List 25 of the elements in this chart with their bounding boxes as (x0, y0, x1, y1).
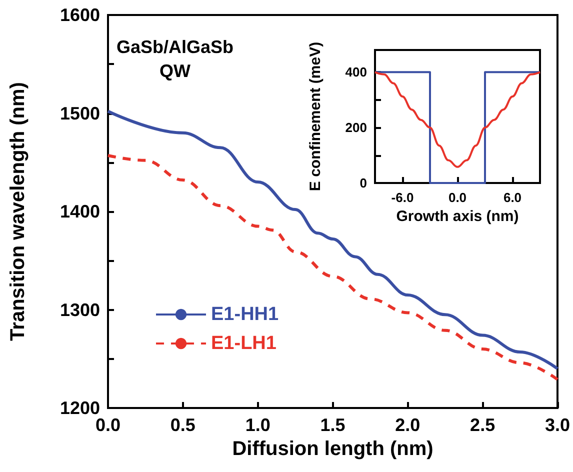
x-tick-label: -6.0 (391, 190, 414, 205)
x-tick-label: 2.0 (395, 415, 420, 435)
x-tick-label: 0.5 (170, 415, 196, 435)
x-tick-label: 1.5 (320, 415, 346, 435)
x-axis-title: Growth axis (nm) (396, 208, 519, 225)
x-tick-label: 0.0 (448, 190, 467, 205)
x-tick-label: 2.5 (470, 415, 496, 435)
x-tick-label: 1.0 (245, 415, 270, 435)
y-tick-label: 1500 (60, 103, 100, 124)
y-tick-label: 1400 (60, 202, 100, 222)
y-tick-label: 1300 (60, 300, 100, 320)
y-tick-label: 0 (360, 176, 367, 190)
legend-label: E1-HH1 (211, 304, 280, 325)
y-axis-title: Transition wavelength (nm) (7, 82, 29, 341)
y-axis-title: E confinement (meV) (307, 42, 324, 192)
y-tick-label: 200 (345, 120, 367, 136)
x-axis-title: Diffusion length (nm) (232, 438, 434, 460)
x-tick-label: 0.0 (95, 415, 121, 435)
legend-label: E1-LH1 (211, 333, 277, 354)
y-tick-label: 1200 (60, 398, 100, 418)
x-tick-label: 6.0 (503, 190, 522, 205)
y-tick-label: 400 (345, 64, 367, 80)
y-tick-label: 1600 (60, 5, 100, 25)
x-tick-label: 3.0 (544, 415, 570, 435)
annotation: GaSb/AlGaSb QW (116, 37, 234, 81)
